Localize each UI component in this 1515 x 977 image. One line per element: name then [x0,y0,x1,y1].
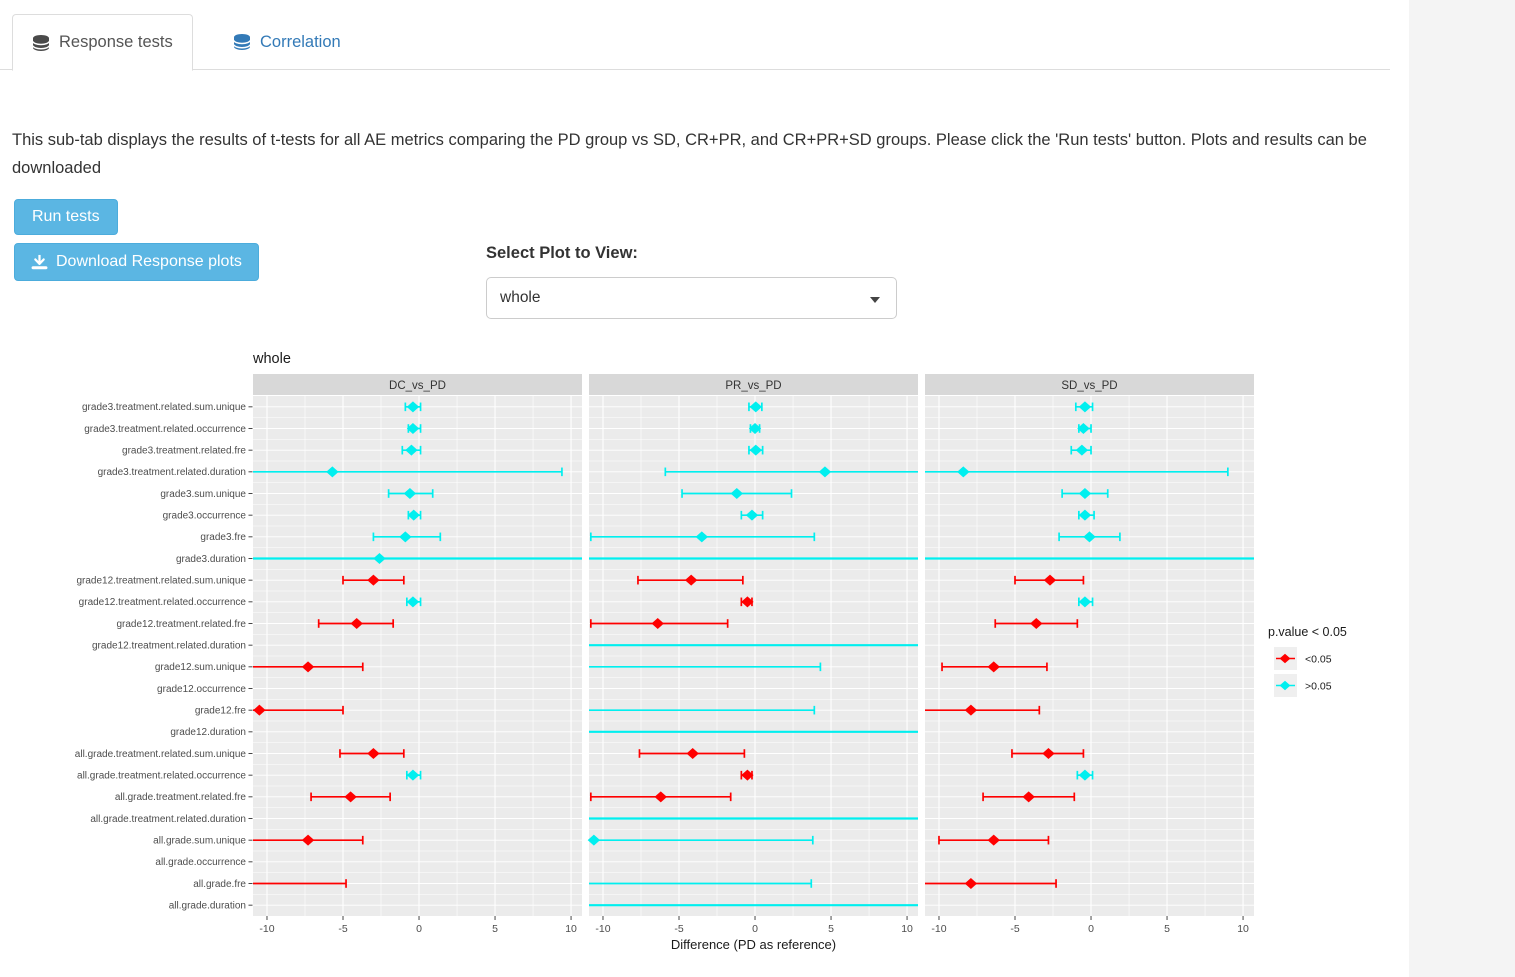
svg-text:grade3.treatment.related.fre: grade3.treatment.related.fre [122,446,246,457]
svg-text:all.grade.duration: all.grade.duration [169,901,246,912]
svg-text:all.grade.fre: all.grade.fre [193,879,246,890]
plot-select-dropdown[interactable]: whole [486,277,897,319]
forest-plot-svg: whole DC_vs_PD -10 -5 0 5 10 PR_vs_PD -10 -5 0 5 10 S… [75,351,1347,952]
svg-text:p.value < 0.05: p.value < 0.05 [1268,625,1347,639]
svg-text:all.grade.treatment.related.du: all.grade.treatment.related.duration [90,814,246,825]
download-icon [31,254,48,269]
svg-text:all.grade.sum.unique: all.grade.sum.unique [153,836,246,847]
svg-text:<0.05: <0.05 [1305,653,1332,665]
svg-text:grade3.occurrence: grade3.occurrence [163,511,247,522]
svg-text:5: 5 [828,923,834,935]
svg-text:grade12.treatment.related.fre: grade12.treatment.related.fre [116,619,246,630]
chevron-down-icon [870,297,880,303]
svg-text:5: 5 [492,923,498,935]
svg-text:all.grade.treatment.related.su: all.grade.treatment.related.sum.unique [75,749,247,760]
svg-text:10: 10 [1237,923,1249,935]
svg-text:grade3.fre: grade3.fre [200,532,246,543]
svg-text:grade12.occurrence: grade12.occurrence [157,684,246,695]
svg-text:all.grade.treatment.related.oc: all.grade.treatment.related.occurrence [77,771,246,782]
tab-label: Correlation [260,32,341,51]
svg-text:grade3.sum.unique: grade3.sum.unique [160,489,246,500]
plot-select-value: whole [500,289,541,306]
svg-text:10: 10 [565,923,577,935]
download-label: Download Response plots [56,253,242,270]
svg-text:grade3.treatment.related.sum.u: grade3.treatment.related.sum.unique [82,402,246,413]
svg-text:grade12.treatment.related.occu: grade12.treatment.related.occurrence [79,597,247,608]
svg-text:-10: -10 [595,923,610,935]
svg-text:grade12.sum.unique: grade12.sum.unique [155,662,247,673]
svg-text:Difference (PD as reference): Difference (PD as reference) [671,937,836,952]
svg-text:-10: -10 [931,923,946,935]
database-icon [233,34,251,50]
svg-text:5: 5 [1164,923,1170,935]
svg-text:10: 10 [901,923,913,935]
subtab-description: This sub-tab displays the results of t-t… [12,131,1367,177]
svg-text:>0.05: >0.05 [1305,680,1332,692]
response-plot: whole DC_vs_PD -10 -5 0 5 10 PR_vs_PD -10 -5 0 5 10 S… [0,345,1390,975]
svg-text:0: 0 [752,923,758,935]
plot-select-label: Select Plot to View: [486,244,638,262]
svg-text:whole: whole [252,351,291,367]
svg-text:0: 0 [416,923,422,935]
svg-text:-5: -5 [674,923,683,935]
svg-text:grade12.fre: grade12.fre [195,706,247,717]
svg-text:grade12.treatment.related.dura: grade12.treatment.related.duration [92,641,246,652]
svg-text:PR_vs_PD: PR_vs_PD [725,380,781,392]
download-response-plots-button[interactable]: Download Response plots [14,243,259,281]
svg-text:SD_vs_PD: SD_vs_PD [1061,380,1117,392]
database-icon [32,34,50,51]
tab-bar: Response tests Correlation [0,14,1390,71]
svg-text:all.grade.treatment.related.fr: all.grade.treatment.related.fre [115,792,247,803]
svg-text:-5: -5 [338,923,347,935]
svg-text:grade3.treatment.related.occur: grade3.treatment.related.occurrence [84,424,246,435]
svg-text:0: 0 [1088,923,1094,935]
svg-text:grade3.duration: grade3.duration [176,554,246,565]
tab-label: Response tests [59,33,173,51]
tab-response-tests[interactable]: Response tests [12,14,193,71]
tab-correlation[interactable]: Correlation [214,14,360,70]
svg-text:-5: -5 [1010,923,1019,935]
svg-text:grade12.duration: grade12.duration [170,727,246,738]
svg-text:-10: -10 [259,923,274,935]
svg-text:all.grade.occurrence: all.grade.occurrence [155,857,246,868]
run-tests-button[interactable]: Run tests [14,199,118,235]
page-right-gutter [1409,0,1515,977]
run-tests-label: Run tests [32,208,100,225]
svg-text:DC_vs_PD: DC_vs_PD [389,380,446,392]
svg-text:grade3.treatment.related.durat: grade3.treatment.related.duration [98,467,246,478]
svg-text:grade12.treatment.related.sum.: grade12.treatment.related.sum.unique [76,576,246,587]
